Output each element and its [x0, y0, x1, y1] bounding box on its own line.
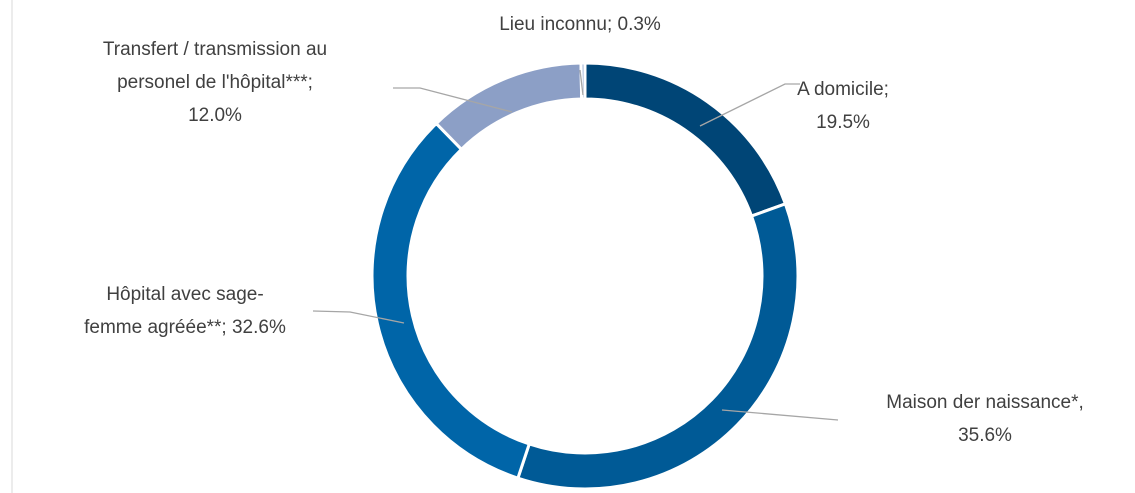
donut-segment: [516, 201, 800, 491]
label-line: Maison der naissance*,: [886, 392, 1084, 413]
label-line: 19.5%: [816, 112, 870, 133]
label-line: Hôpital avec sage-: [106, 284, 263, 305]
label-line: 35.6%: [958, 425, 1012, 446]
label-line: Transfert / transmission au: [103, 39, 327, 60]
data-label: Lieu inconnu; 0.3%: [499, 14, 661, 35]
label-line: 12.0%: [188, 105, 242, 126]
leader-line: [699, 83, 800, 127]
donut-segment: [434, 61, 584, 152]
data-label: Maison der naissance*, 35.6%: [886, 392, 1084, 446]
leader-line: [579, 69, 584, 96]
leader-line: [312, 310, 405, 324]
leader-line: [393, 87, 513, 113]
label-line: femme agréée**; 32.6%: [84, 317, 286, 338]
label-line: personel de l'hôpital***;: [117, 72, 313, 93]
data-label: Hôpital avec sage-femme agréée**; 32.6%: [84, 284, 286, 338]
donut-segment: [583, 61, 788, 218]
leader-line: [721, 409, 839, 421]
data-label: A domicile; 19.5%: [797, 79, 889, 133]
label-line: Lieu inconnu; 0.3%: [499, 14, 661, 35]
donut-segment: [370, 121, 532, 481]
data-label: Transfert / transmission au personel de l…: [103, 39, 327, 126]
label-line: A domicile;: [797, 79, 889, 100]
